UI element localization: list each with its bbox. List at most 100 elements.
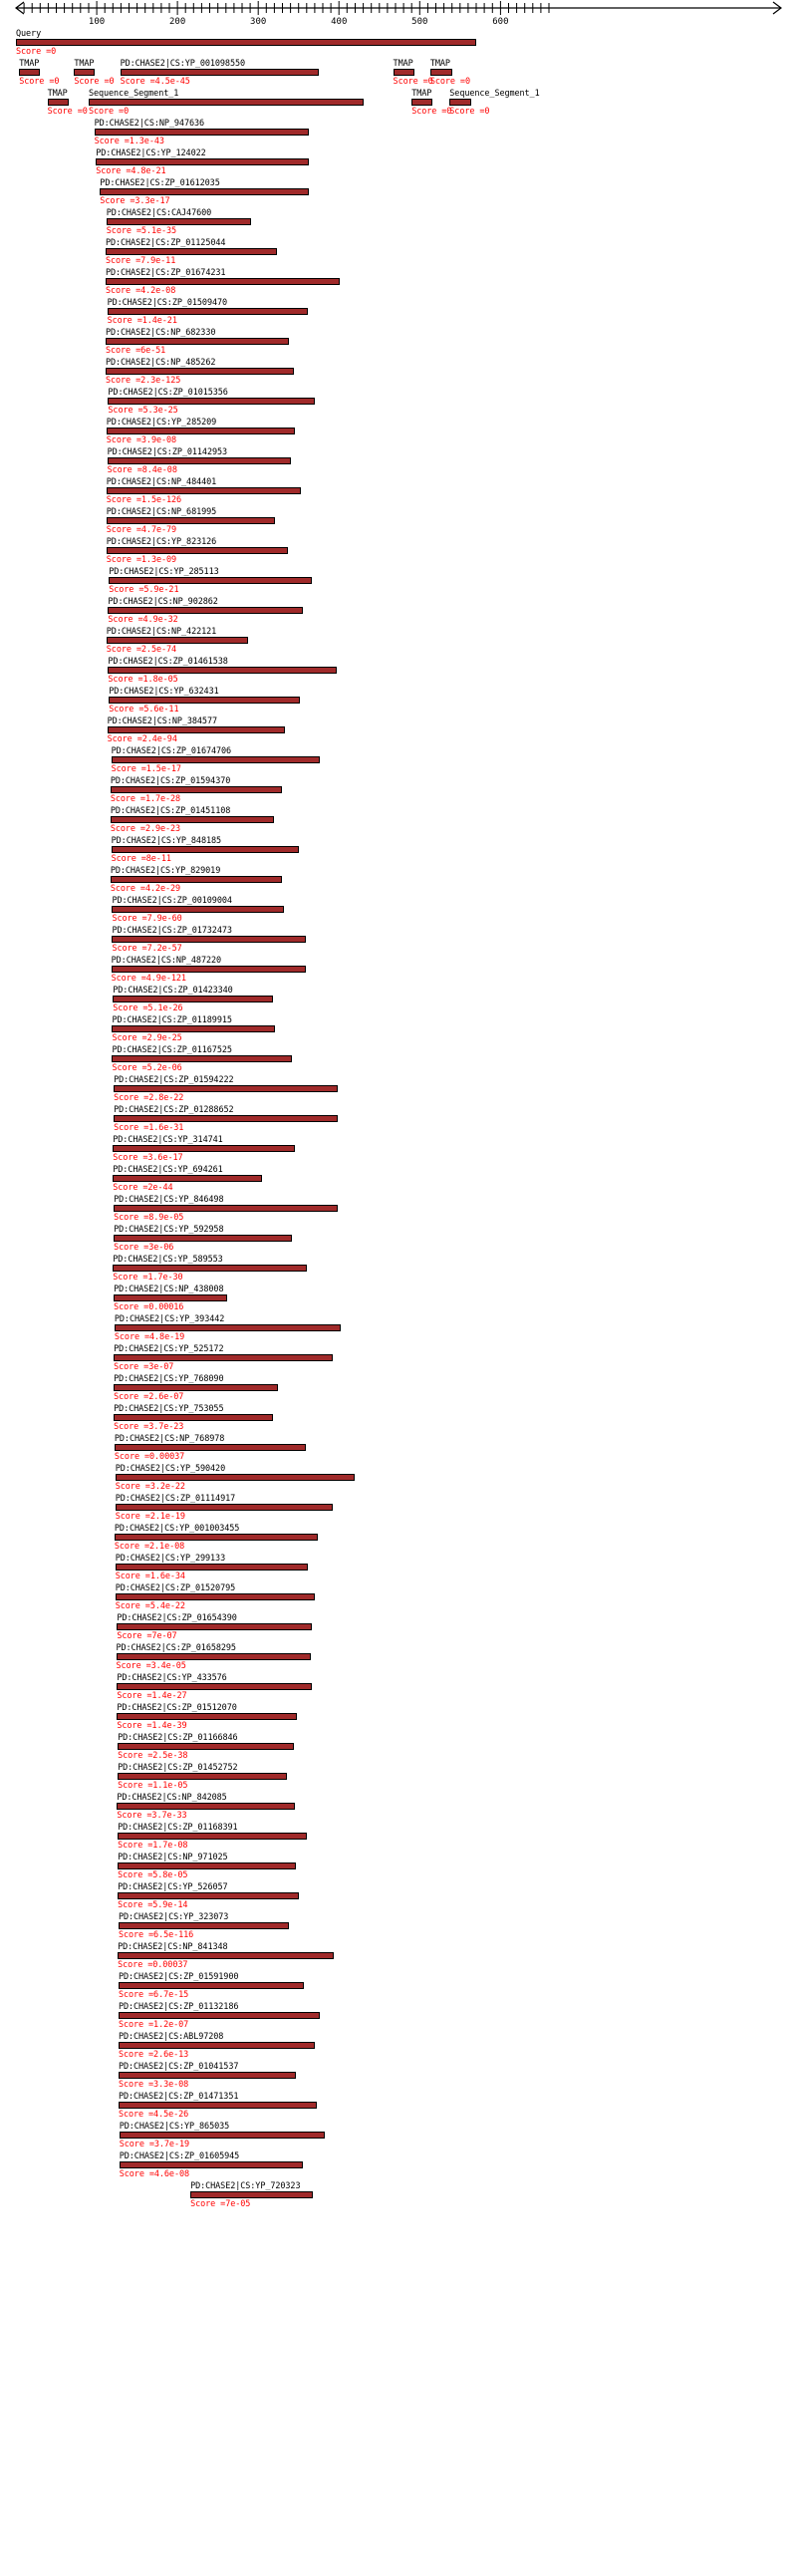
alignment-segment[interactable]: Query Score =0 <box>16 30 477 60</box>
alignment-segment[interactable]: PD:CHASE2|CS:NP_841348 Score =0.00037 <box>118 1943 334 1973</box>
alignment-segment[interactable]: TMAP Score =0 <box>19 60 59 90</box>
alignment-bar[interactable] <box>114 1444 306 1451</box>
alignment-segment[interactable]: PD:CHASE2|CS:ZP_01612035 Score =3.3e-17 <box>100 179 310 209</box>
alignment-segment[interactable]: PD:CHASE2|CS:YP_865035 Score =3.7e-19 <box>119 2123 325 2152</box>
alignment-segment[interactable]: PD:CHASE2|CS:NP_681995 Score =4.7e-79 <box>106 508 276 538</box>
alignment-bar[interactable] <box>118 1892 299 1899</box>
alignment-bar[interactable] <box>118 1833 307 1840</box>
alignment-segment[interactable]: PD:CHASE2|CS:ZP_01288652 Score =1.6e-31 <box>114 1106 338 1136</box>
alignment-bar[interactable] <box>115 1474 355 1481</box>
alignment-bar[interactable] <box>115 1564 309 1571</box>
alignment-bar[interactable] <box>106 547 289 554</box>
alignment-bar[interactable] <box>118 1862 297 1869</box>
alignment-bar[interactable] <box>112 1025 276 1032</box>
alignment-bar[interactable] <box>118 1982 305 1989</box>
alignment-bar[interactable] <box>111 756 320 763</box>
alignment-segment[interactable]: PD:CHASE2|CS:ZP_01125044 Score =7.9e-11 <box>105 239 277 269</box>
alignment-bar[interactable] <box>111 966 306 973</box>
alignment-segment[interactable]: PD:CHASE2|CS:NP_485262 Score =2.3e-125 <box>105 359 294 389</box>
alignment-bar[interactable] <box>119 2132 325 2139</box>
alignment-segment[interactable]: PD:CHASE2|CS:NP_487220 Score =4.9e-121 <box>111 957 306 987</box>
alignment-segment[interactable]: PD:CHASE2|CS:ZP_01423340 Score =5.1e-26 <box>113 987 273 1016</box>
alignment-bar[interactable] <box>107 726 285 733</box>
alignment-segment[interactable]: PD:CHASE2|CS:YP_001098550 Score =4.5e-45 <box>120 60 319 90</box>
alignment-segment[interactable]: PD:CHASE2|CS:NP_384577 Score =2.4e-94 <box>107 717 285 747</box>
alignment-bar[interactable] <box>411 99 433 106</box>
alignment-bar[interactable] <box>118 1922 289 1929</box>
alignment-bar[interactable] <box>117 1803 295 1810</box>
alignment-segment[interactable]: PD:CHASE2|CS:ZP_00109004 Score =7.9e-60 <box>112 897 285 927</box>
alignment-bar[interactable] <box>105 338 289 345</box>
alignment-bar[interactable] <box>74 69 96 76</box>
alignment-segment[interactable]: PD:CHASE2|CS:NP_947636 Score =1.3e-43 <box>94 120 310 149</box>
alignment-segment[interactable]: PD:CHASE2|CS:ZP_01451108 Score =2.9e-23 <box>110 807 275 837</box>
alignment-bar[interactable] <box>110 876 282 883</box>
alignment-bar[interactable] <box>429 69 452 76</box>
alignment-bar[interactable] <box>107 457 292 464</box>
alignment-segment[interactable]: PD:CHASE2|CS:NP_971025 Score =5.8e-05 <box>118 1854 297 1883</box>
alignment-bar[interactable] <box>117 1623 312 1630</box>
alignment-segment[interactable]: PD:CHASE2|CS:ZP_01015356 Score =5.3e-25 <box>108 389 315 419</box>
alignment-segment[interactable]: PD:CHASE2|CS:YP_848185 Score =8e-11 <box>111 837 299 867</box>
alignment-segment[interactable]: PD:CHASE2|CS:ZP_01114917 Score =2.1e-19 <box>115 1495 333 1525</box>
alignment-segment[interactable]: PD:CHASE2|CS:ZP_01471351 Score =4.5e-26 <box>118 2093 317 2123</box>
alignment-segment[interactable]: PD:CHASE2|CS:YP_589553 Score =1.7e-30 <box>113 1256 307 1286</box>
alignment-bar[interactable] <box>105 248 277 255</box>
alignment-segment[interactable]: Sequence_Segment_1 Score =0 <box>88 90 365 120</box>
alignment-segment[interactable]: PD:CHASE2|CS:ZP_01168391 Score =1.7e-08 <box>118 1824 307 1854</box>
alignment-segment[interactable]: PD:CHASE2|CS:YP_124022 Score =4.8e-21 <box>96 149 310 179</box>
alignment-bar[interactable] <box>114 1534 319 1541</box>
alignment-segment[interactable]: PD:CHASE2|CS:YP_285113 Score =5.9e-21 <box>109 568 313 598</box>
alignment-segment[interactable]: PD:CHASE2|CS:NP_902862 Score =4.9e-32 <box>108 598 303 628</box>
alignment-segment[interactable]: PD:CHASE2|CS:YP_299133 Score =1.6e-34 <box>115 1555 309 1584</box>
alignment-bar[interactable] <box>115 1504 333 1511</box>
alignment-bar[interactable] <box>118 1952 334 1959</box>
alignment-segment[interactable]: PD:CHASE2|CS:YP_314741 Score =3.6e-17 <box>113 1136 296 1166</box>
alignment-bar[interactable] <box>110 816 275 823</box>
alignment-segment[interactable]: PD:CHASE2|CS:YP_525172 Score =3e-07 <box>114 1345 333 1375</box>
alignment-segment[interactable]: PD:CHASE2|CS:YP_590420 Score =3.2e-22 <box>115 1465 355 1495</box>
alignment-bar[interactable] <box>116 1653 311 1660</box>
alignment-bar[interactable] <box>111 846 299 853</box>
alignment-bar[interactable] <box>113 1145 296 1152</box>
alignment-segment[interactable]: PD:CHASE2|CS:ABL97208 Score =2.6e-13 <box>118 2033 315 2063</box>
alignment-bar[interactable] <box>105 368 294 375</box>
alignment-segment[interactable]: PD:CHASE2|CS:YP_592958 Score =3e-06 <box>114 1226 293 1256</box>
alignment-bar[interactable] <box>114 1294 228 1301</box>
alignment-bar[interactable] <box>114 1414 273 1421</box>
alignment-segment[interactable]: PD:CHASE2|CS:ZP_01512070 Score =1.4e-39 <box>117 1704 298 1734</box>
alignment-segment[interactable]: PD:CHASE2|CS:YP_393442 Score =4.8e-19 <box>114 1315 341 1345</box>
alignment-bar[interactable] <box>114 1354 333 1361</box>
alignment-bar[interactable] <box>118 2012 320 2019</box>
alignment-segment[interactable]: PD:CHASE2|CS:YP_753055 Score =3.7e-23 <box>114 1405 273 1435</box>
alignment-segment[interactable]: PD:CHASE2|CS:ZP_01452752 Score =1.1e-05 <box>118 1764 287 1794</box>
alignment-segment[interactable]: PD:CHASE2|CS:NP_682330 Score =6e-51 <box>105 329 289 359</box>
alignment-bar[interactable] <box>106 428 295 434</box>
alignment-segment[interactable]: PD:CHASE2|CS:ZP_01041537 Score =3.3e-08 <box>118 2063 297 2093</box>
alignment-bar[interactable] <box>113 996 273 1002</box>
alignment-bar[interactable] <box>114 1085 339 1092</box>
alignment-bar[interactable] <box>112 936 306 943</box>
alignment-bar[interactable] <box>114 1205 339 1212</box>
alignment-bar[interactable] <box>113 1265 307 1272</box>
alignment-segment[interactable]: PD:CHASE2|CS:ZP_01166846 Score =2.5e-38 <box>118 1734 294 1764</box>
alignment-bar[interactable] <box>109 577 313 584</box>
alignment-bar[interactable] <box>88 99 365 106</box>
alignment-bar[interactable] <box>109 697 301 704</box>
alignment-bar[interactable] <box>190 2191 314 2198</box>
alignment-bar[interactable] <box>106 637 249 644</box>
alignment-segment[interactable]: PD:CHASE2|CS:ZP_01594370 Score =1.7e-28 <box>110 777 282 807</box>
alignment-segment[interactable]: PD:CHASE2|CS:ZP_01654390 Score =7e-07 <box>117 1614 312 1644</box>
alignment-segment[interactable]: PD:CHASE2|CS:ZP_01591900 Score =6.7e-15 <box>118 1973 305 2003</box>
alignment-segment[interactable]: TMAP Score =0 <box>429 60 470 90</box>
alignment-bar[interactable] <box>94 129 310 136</box>
alignment-segment[interactable]: PD:CHASE2|CS:ZP_01142953 Score =8.4e-08 <box>107 448 292 478</box>
alignment-segment[interactable]: PD:CHASE2|CS:ZP_01132186 Score =1.2e-07 <box>118 2003 320 2033</box>
alignment-segment[interactable]: PD:CHASE2|CS:NP_842085 Score =3.7e-33 <box>117 1794 295 1824</box>
alignment-segment[interactable]: TMAP Score =0 <box>393 60 433 90</box>
alignment-segment[interactable]: PD:CHASE2|CS:YP_001003455 Score =2.1e-08 <box>114 1525 319 1555</box>
alignment-segment[interactable]: PD:CHASE2|CS:YP_526057 Score =5.9e-14 <box>118 1883 299 1913</box>
alignment-bar[interactable] <box>114 1115 338 1122</box>
alignment-segment[interactable]: PD:CHASE2|CS:YP_846498 Score =8.9e-05 <box>114 1196 339 1226</box>
alignment-segment[interactable]: PD:CHASE2|CS:YP_285209 Score =3.9e-08 <box>106 419 295 448</box>
